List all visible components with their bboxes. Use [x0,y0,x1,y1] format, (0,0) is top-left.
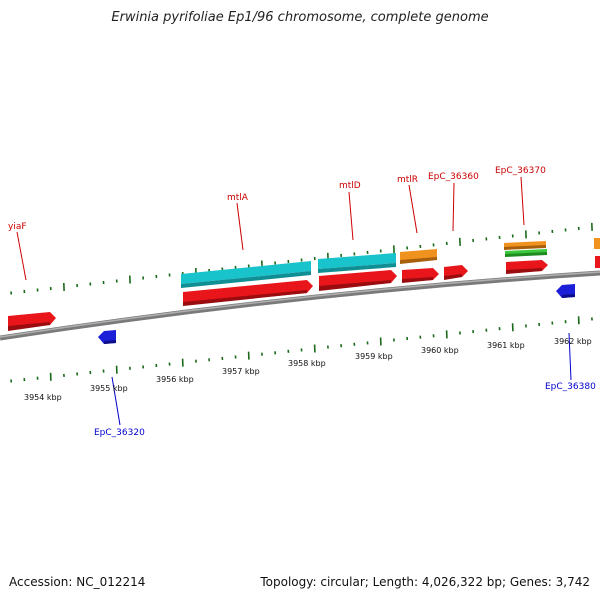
scale-label: 3961 kbp [487,341,525,350]
scale-label: 3957 kbp [222,367,260,376]
scale-label: 3960 kbp [421,346,459,355]
gene-label-mtlA[interactable]: mtlA [227,193,249,203]
chromosome-backbone-highlight [0,271,600,338]
reverse-leader-lines [111,332,572,426]
gene-arrow-mtlA[interactable] [183,280,313,306]
orange-feature-mtlR[interactable] [400,249,437,264]
scale-label: 3959 kbp [355,352,393,361]
orange-feature-EpC_36370[interactable] [504,241,546,250]
orange-feature-edge[interactable] [594,238,600,249]
chromosome-backbone [0,270,600,341]
gene-arrow-mtlD[interactable] [319,270,397,291]
accession-text: Accession: NC_012214 [9,575,146,589]
gene-label-EpC_36380[interactable]: EpC_36380 [545,382,596,392]
forward-leader-lines [16,176,525,281]
gene-arrow-edge[interactable] [595,256,600,268]
upper-tick-track [10,222,593,295]
gene-arrow-EpC_36380[interactable] [556,284,575,298]
scale-label: 3955 kbp [90,384,128,393]
scale-label: 3958 kbp [288,359,326,368]
scale-label: 3962 kbp [554,337,592,346]
lower-tick-track [10,316,593,383]
gene-arrow-EpC_36370[interactable] [506,260,548,274]
gene-arrow-EpC_36320[interactable] [98,330,116,344]
cyan-feature-1[interactable] [181,261,311,288]
gene-label-EpC_36360[interactable]: EpC_36360 [428,172,479,182]
scale-label: 3956 kbp [156,375,194,384]
gene-arrow-yiaF[interactable] [8,312,56,331]
green-feature-EpC_36370[interactable] [505,249,547,257]
gene-label-EpC_36320[interactable]: EpC_36320 [94,428,145,438]
map-title: Erwinia pyrifoliae Ep1/96 chromosome, co… [111,10,489,25]
gene-arrow-EpC_36360[interactable] [444,265,468,280]
gene-label-mtlR[interactable]: mtlR [397,175,418,185]
gene-label-EpC_36370[interactable]: EpC_36370 [495,166,546,176]
gene-arrow-mtlR[interactable] [402,268,439,283]
scale-label: 3954 kbp [24,393,62,402]
genome-summary-text: Topology: circular; Length: 4,026,322 bp… [260,575,590,589]
gene-label-yiaF[interactable]: yiaF [8,222,27,232]
gene-label-mtlD[interactable]: mtlD [339,181,361,191]
cyan-feature-2[interactable] [318,253,396,273]
